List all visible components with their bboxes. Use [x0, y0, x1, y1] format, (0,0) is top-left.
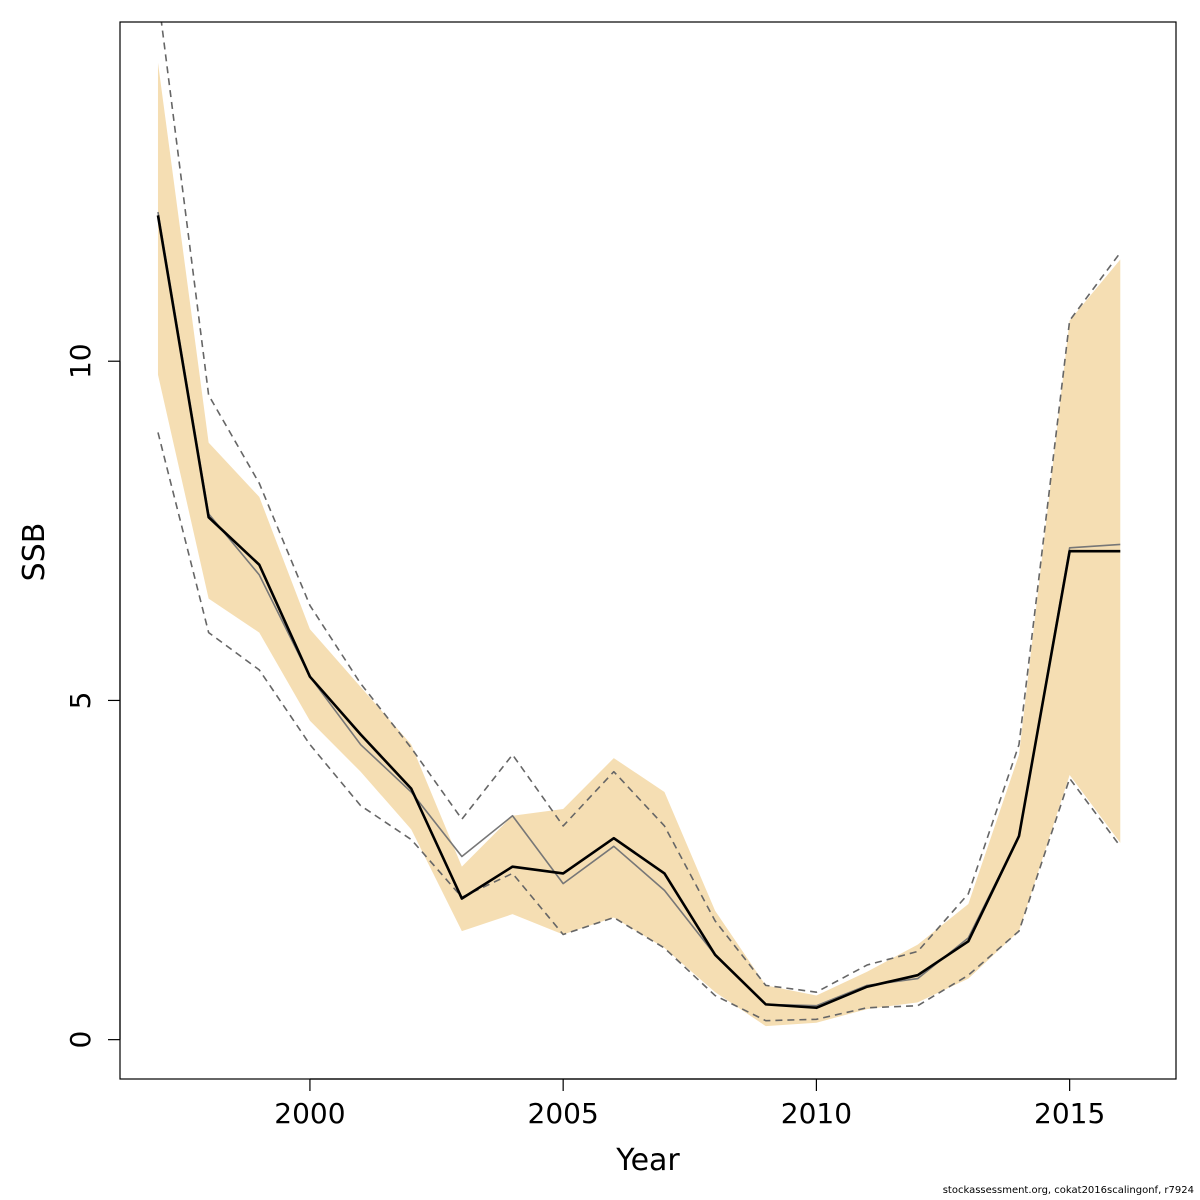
y-tick-label: 5 — [64, 692, 97, 710]
x-tick-label: 2005 — [528, 1097, 599, 1130]
upper-bound-dashed-line — [160, 22, 1121, 993]
series-lines-layer — [156, 22, 1121, 1022]
x-tick-label: 2000 — [274, 1097, 345, 1130]
y-axis-title: SSB — [17, 523, 52, 582]
confidence-band — [157, 62, 1121, 1027]
footer-credit: stockassessment.org, cokat2016scalingonf… — [942, 1185, 1194, 1196]
x-axis-title: Year — [615, 1143, 680, 1178]
x-tick-label: 2015 — [1034, 1097, 1105, 1130]
axes-layer: 2000 2005 2010 2015 0 5 10 — [64, 343, 1105, 1130]
ssb-estimate-line — [156, 215, 1121, 1010]
confidence-band-layer — [157, 62, 1121, 1027]
lower-bound-dashed-line — [157, 432, 1121, 1022]
y-tick-label: 10 — [64, 343, 97, 379]
y-tick-label: 0 — [64, 1031, 97, 1049]
x-tick-label: 2010 — [781, 1097, 852, 1130]
